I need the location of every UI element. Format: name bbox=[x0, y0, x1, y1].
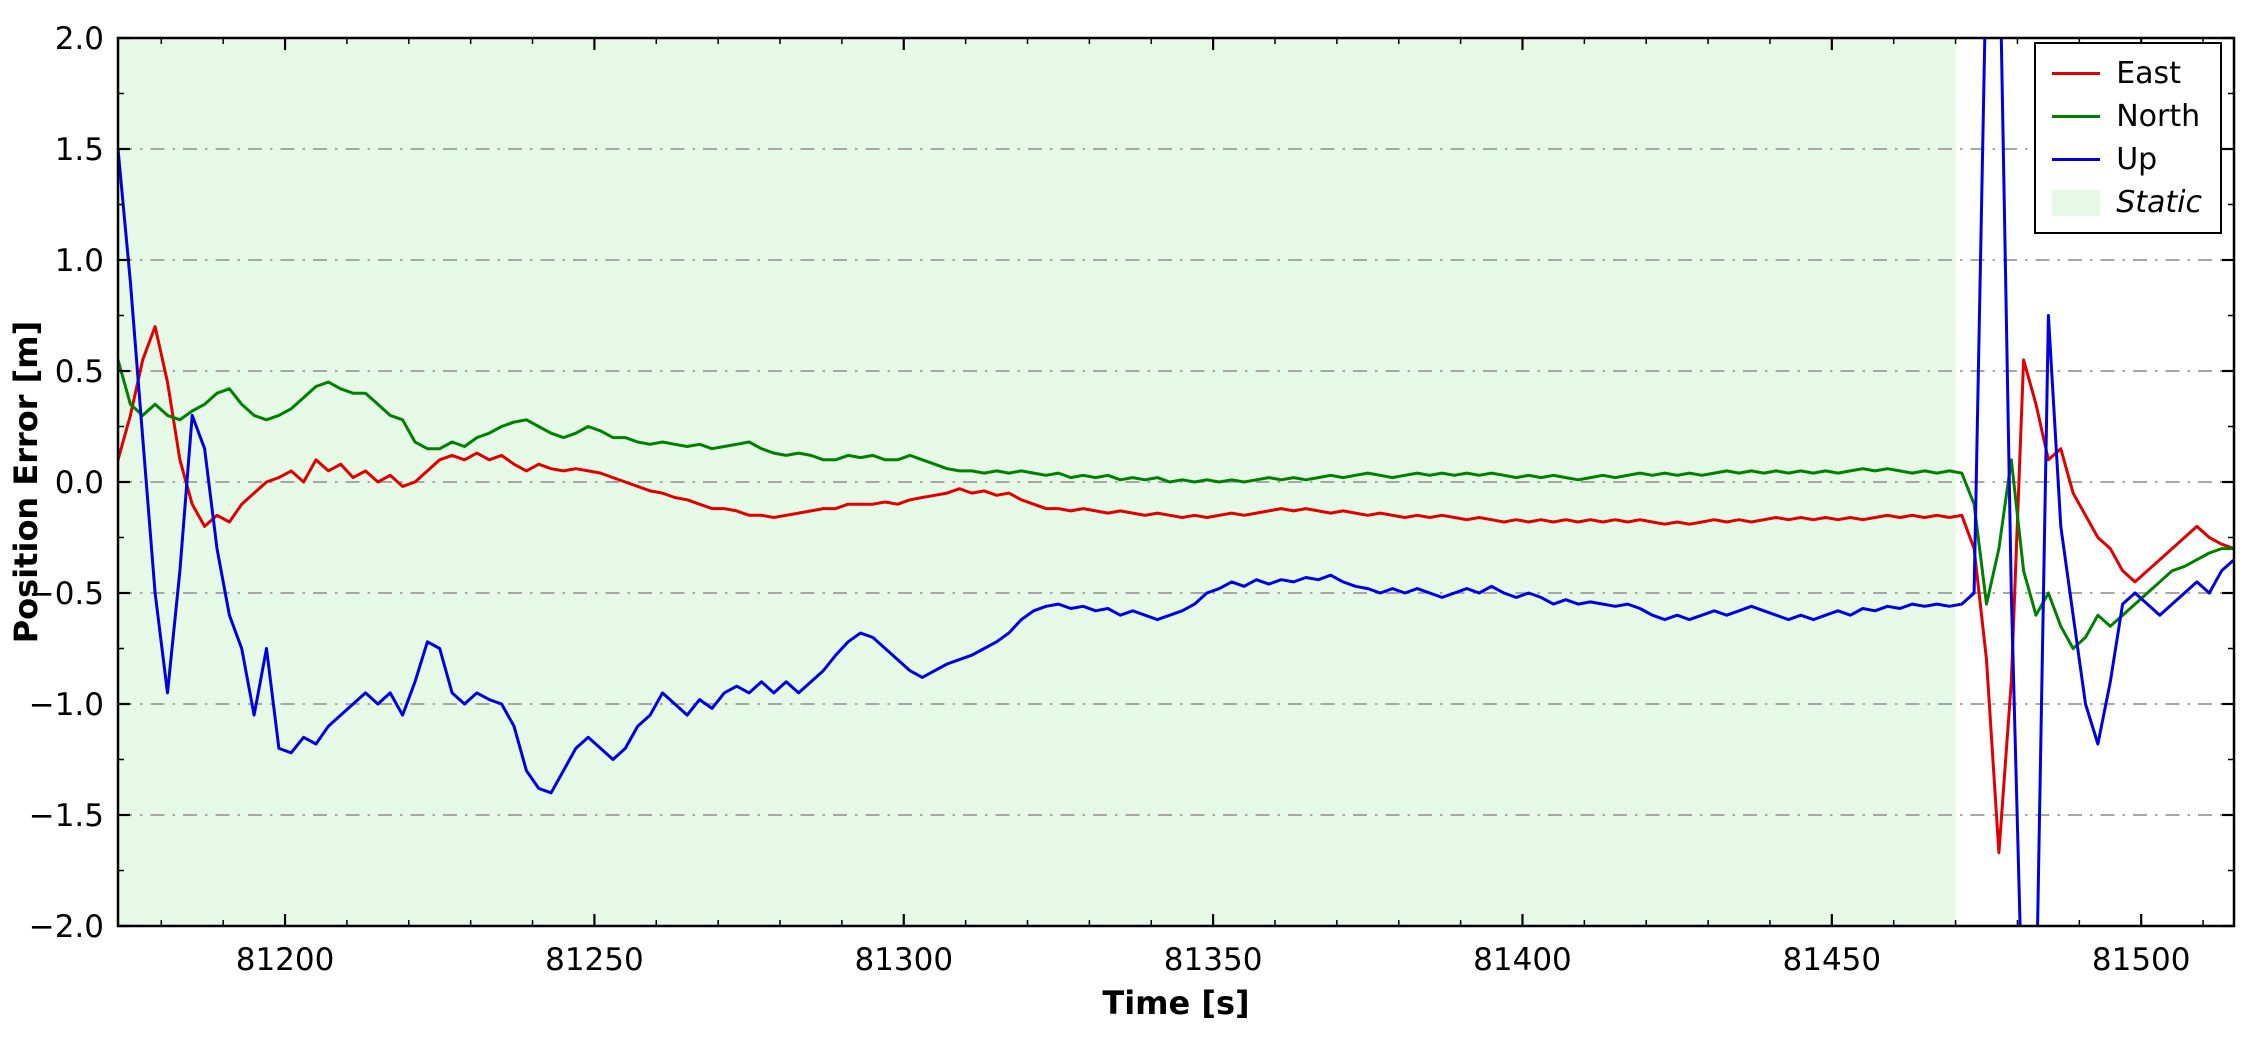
legend-label: Static bbox=[2116, 185, 2202, 220]
series-east-line bbox=[118, 325, 2234, 855]
x-tick-label: 81200 bbox=[236, 942, 335, 978]
legend-patch-swatch bbox=[2052, 189, 2101, 216]
legend-label: North bbox=[2116, 99, 2201, 134]
y-tick-label: 0.0 bbox=[55, 465, 104, 501]
legend-entry-east: East bbox=[2052, 54, 2202, 93]
legend-line-swatch bbox=[2052, 158, 2101, 161]
legend-entry-up: Up bbox=[2052, 140, 2202, 179]
x-axis-label: Time [s] bbox=[1102, 984, 1250, 1022]
x-tick-label: 81250 bbox=[545, 942, 644, 978]
y-tick-label: −0.5 bbox=[29, 576, 104, 612]
legend-label: East bbox=[2116, 56, 2181, 91]
y-tick-label: 2.0 bbox=[55, 21, 104, 57]
series-up-line bbox=[118, 38, 2234, 926]
legend-line-swatch bbox=[2052, 115, 2101, 118]
legend-entry-north: North bbox=[2052, 97, 2202, 136]
legend-entry-static: Static bbox=[2052, 183, 2202, 222]
y-tick-label: 1.5 bbox=[55, 132, 104, 168]
y-tick-label: 0.5 bbox=[55, 354, 104, 390]
x-tick-label: 81300 bbox=[854, 942, 953, 978]
x-tick-label: 81450 bbox=[1783, 942, 1882, 978]
x-tick-label: 81500 bbox=[2092, 942, 2191, 978]
x-tick-label: 81400 bbox=[1473, 942, 1572, 978]
legend-label: Up bbox=[2116, 142, 2158, 177]
y-axis-label: Position Error [m] bbox=[7, 320, 45, 644]
y-tick-label: −1.5 bbox=[29, 798, 104, 834]
legend: East North Up Static bbox=[2034, 42, 2222, 234]
series-north-line bbox=[118, 358, 2234, 650]
y-tick-label: −1.0 bbox=[29, 687, 104, 723]
x-tick-label: 81350 bbox=[1164, 942, 1263, 978]
y-tick-label: 1.0 bbox=[55, 243, 104, 279]
legend-line-swatch bbox=[2052, 72, 2101, 75]
y-tick-label: −2.0 bbox=[29, 909, 104, 945]
